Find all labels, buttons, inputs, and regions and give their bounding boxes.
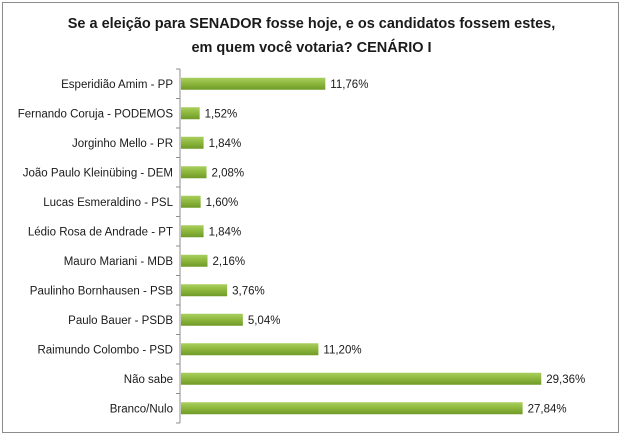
category-label: Raimundo Colombo - PSD xyxy=(37,344,173,356)
bar xyxy=(181,372,542,385)
category-label: Mauro Mariani - MDB xyxy=(64,256,174,268)
bar xyxy=(181,77,326,90)
bar xyxy=(181,254,208,267)
bar xyxy=(181,225,204,238)
data-label: 5,04% xyxy=(248,315,281,327)
bar xyxy=(181,313,243,326)
bar xyxy=(181,107,200,120)
bar xyxy=(181,343,319,356)
bar xyxy=(181,166,207,179)
data-label: 1,84% xyxy=(209,138,242,150)
data-label: 2,16% xyxy=(213,256,246,268)
data-label: 1,52% xyxy=(205,108,238,120)
data-label: 1,84% xyxy=(209,226,242,238)
chart-frame: Se a eleição para SENADOR fosse hoje, e … xyxy=(2,2,619,433)
data-label: 1,60% xyxy=(206,197,239,209)
category-label: Jorginho Mello - PR xyxy=(72,138,173,150)
category-label: Lucas Esmeraldino - PSL xyxy=(43,197,173,209)
bar xyxy=(181,195,201,208)
data-label: 2,08% xyxy=(212,167,245,179)
bar xyxy=(181,284,228,297)
category-label: Fernando Coruja - PODEMOS xyxy=(18,108,174,120)
category-label: Branco/Nulo xyxy=(110,403,173,415)
data-label: 11,20% xyxy=(323,344,361,356)
data-label: 11,76% xyxy=(330,79,368,91)
category-label: Esperidião Amim - PP xyxy=(61,79,173,91)
bar xyxy=(181,402,523,415)
category-label: Paulinho Bornhausen - PSB xyxy=(30,285,174,297)
data-label: 29,36% xyxy=(546,374,585,386)
data-label: 27,84% xyxy=(528,403,567,415)
bar xyxy=(181,136,204,149)
category-label: Paulo Bauer - PSDB xyxy=(68,315,173,327)
category-label: Não sabe xyxy=(124,374,173,386)
category-label: João Paulo Kleinübing - DEM xyxy=(23,167,173,179)
category-label: Lédio Rosa de Andrade - PT xyxy=(28,226,173,238)
chart-title-line-2: em quem você votaria? CENÁRIO I xyxy=(191,40,432,56)
data-label: 3,76% xyxy=(232,285,265,297)
chart-title-line-1: Se a eleição para SENADOR fosse hoje, e … xyxy=(67,16,556,32)
